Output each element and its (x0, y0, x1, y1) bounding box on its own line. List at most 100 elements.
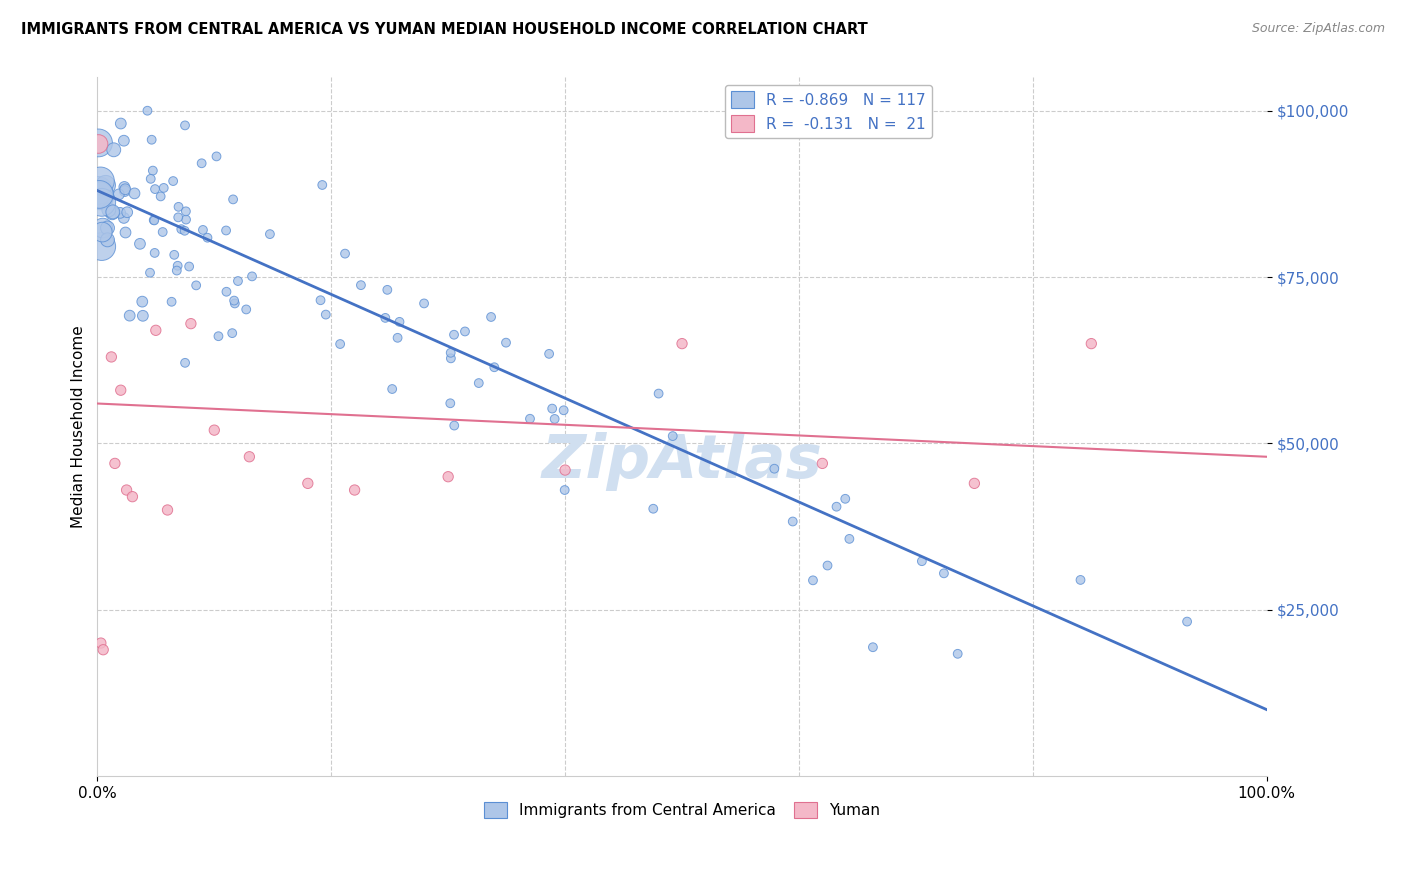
Point (1080, 336, 1102, 351)
Point (221, 326, 243, 340)
Point (538, 347, 561, 361)
Point (132, 309, 155, 323)
Point (112, 134, 135, 148)
Point (643, 501, 665, 516)
Point (90, 239, 112, 253)
Point (315, 308, 337, 322)
Text: IMMIGRANTS FROM CENTRAL AMERICA VS YUMAN MEDIAN HOUSEHOLD INCOME CORRELATION CHA: IMMIGRANTS FROM CENTRAL AMERICA VS YUMAN… (21, 22, 868, 37)
Point (129, 236, 152, 251)
Point (89, 187, 111, 202)
Point (167, 211, 190, 225)
Point (838, 532, 860, 546)
Point (932, 566, 955, 581)
Point (104, 457, 127, 471)
Point (174, 119, 197, 133)
Point (149, 189, 172, 203)
Point (166, 263, 188, 277)
Point (443, 418, 465, 433)
Point (91, 642, 114, 657)
Point (1175, 615, 1198, 629)
Point (259, 227, 281, 241)
Point (240, 269, 263, 284)
Point (647, 386, 669, 401)
Point (825, 500, 848, 514)
Point (440, 346, 463, 360)
Point (202, 423, 225, 437)
Point (179, 260, 201, 274)
Point (350, 278, 373, 293)
Point (89, 174, 111, 188)
Point (862, 640, 884, 655)
Point (224, 296, 246, 310)
Point (162, 174, 184, 188)
Point (763, 461, 786, 475)
Point (174, 356, 197, 370)
Point (160, 294, 183, 309)
Point (495, 335, 517, 350)
Point (114, 182, 136, 196)
Point (152, 225, 174, 239)
Legend: Immigrants from Central America, Yuman: Immigrants from Central America, Yuman (478, 796, 886, 824)
Point (100, 350, 122, 364)
Point (439, 396, 461, 410)
Point (343, 483, 366, 497)
Point (110, 116, 132, 130)
Point (108, 187, 131, 202)
Point (207, 329, 229, 343)
Point (143, 213, 166, 227)
Point (101, 205, 124, 219)
Point (115, 483, 138, 497)
Point (191, 223, 214, 237)
Point (167, 200, 190, 214)
Point (333, 246, 356, 260)
Point (121, 490, 143, 504)
Point (94, 178, 117, 193)
Point (224, 293, 246, 308)
Point (235, 302, 257, 317)
Point (381, 382, 404, 396)
Point (180, 317, 202, 331)
Point (90, 195, 112, 210)
Point (329, 337, 352, 351)
Y-axis label: Median Household Income: Median Household Income (72, 326, 86, 528)
Point (91, 225, 114, 239)
Point (114, 226, 136, 240)
Point (782, 515, 804, 529)
Point (152, 181, 174, 195)
Point (215, 223, 238, 237)
Point (454, 325, 477, 339)
Point (946, 647, 969, 661)
Point (142, 163, 165, 178)
Point (911, 554, 934, 568)
Point (143, 246, 166, 260)
Point (174, 204, 197, 219)
Point (479, 310, 502, 324)
Point (87, 136, 110, 150)
Point (238, 450, 260, 464)
Point (963, 476, 986, 491)
Point (108, 206, 131, 220)
Point (89, 189, 111, 203)
Point (142, 213, 165, 227)
Point (311, 178, 333, 192)
Point (374, 310, 396, 325)
Point (87, 136, 110, 151)
Point (163, 248, 186, 262)
Point (388, 315, 411, 329)
Point (131, 294, 153, 309)
Point (139, 171, 162, 186)
Point (91, 221, 114, 235)
Point (413, 296, 436, 310)
Point (190, 156, 212, 170)
Point (197, 230, 219, 244)
Point (554, 463, 576, 477)
Point (297, 476, 319, 491)
Point (124, 186, 146, 201)
Point (174, 212, 197, 227)
Point (834, 491, 856, 506)
Point (110, 383, 132, 397)
Point (443, 327, 465, 342)
Point (87, 184, 110, 198)
Point (118, 309, 141, 323)
Point (115, 205, 138, 219)
